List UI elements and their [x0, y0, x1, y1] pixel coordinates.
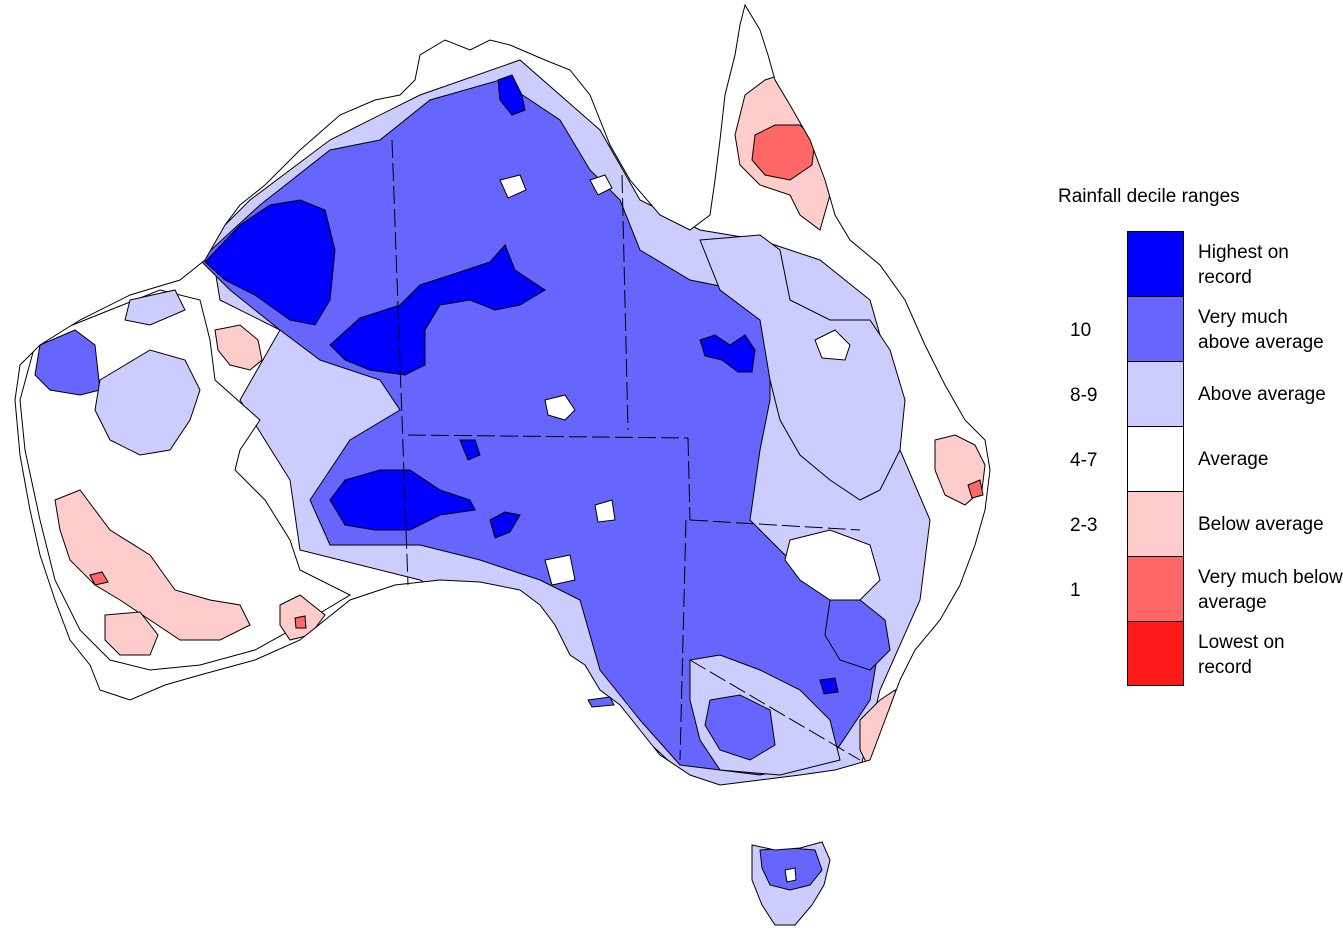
legend-label-below-average: Below average	[1198, 514, 1324, 535]
range-label-1: 1	[1070, 580, 1081, 601]
swatch-lowest-on-record	[1127, 621, 1184, 686]
rainfall-map	[14, 3, 991, 926]
swatch-below-average	[1127, 491, 1184, 556]
swatch-very-much-below-average	[1127, 556, 1184, 621]
legend: Rainfall decile ranges Highest on record…	[1040, 180, 1343, 700]
swatch-very-much-above-average	[1127, 296, 1184, 361]
legend-label-average: Average	[1198, 449, 1269, 470]
legend-label-highest-on-record: Highest on record	[1198, 242, 1289, 288]
legend-label-above-average: Above average	[1198, 384, 1326, 405]
range-label-8-9: 8-9	[1070, 385, 1098, 406]
legend-title: Rainfall decile ranges	[1058, 186, 1240, 207]
swatch-above-average	[1127, 361, 1184, 426]
legend-label-very-much-below-average: Very much below average	[1198, 567, 1343, 613]
range-label-2-3: 2-3	[1070, 515, 1098, 536]
legend-label-lowest-on-record: Lowest on record	[1198, 632, 1285, 678]
swatch-average	[1127, 426, 1184, 491]
range-label-10: 10	[1070, 320, 1092, 341]
range-label-4-7: 4-7	[1070, 450, 1098, 471]
swatch-highest-on-record	[1127, 231, 1184, 296]
legend-label-very-much-above-average: Very much above average	[1198, 307, 1324, 353]
